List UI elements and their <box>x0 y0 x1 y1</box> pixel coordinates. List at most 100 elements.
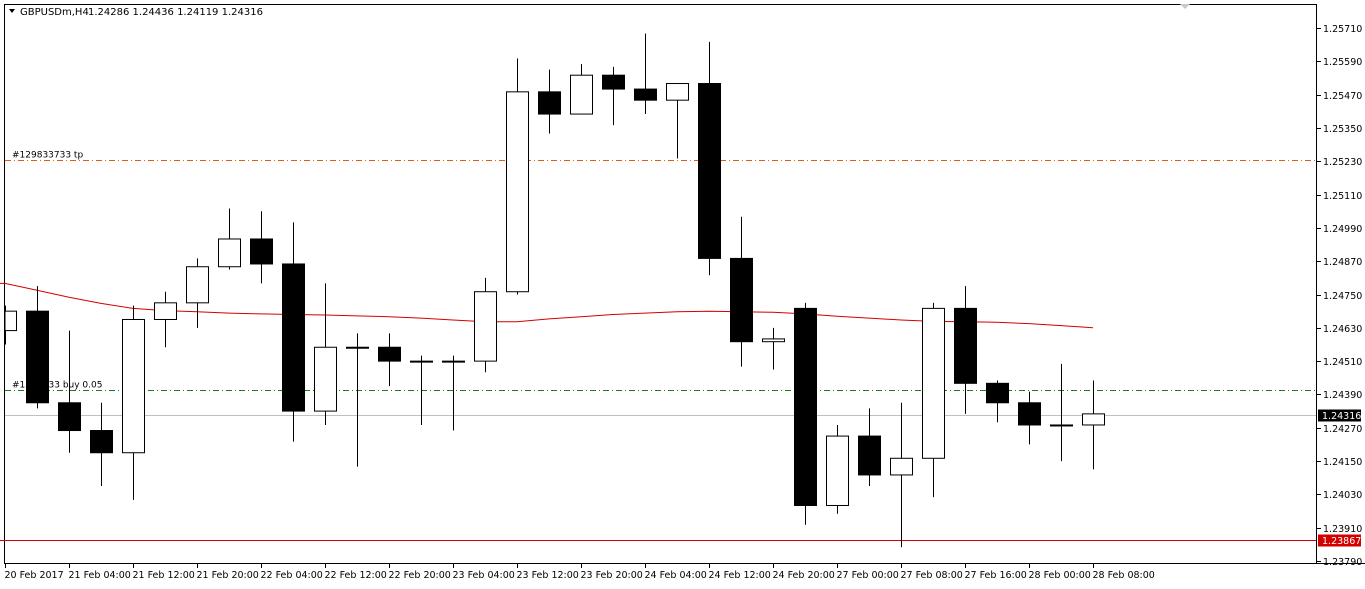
candle <box>666 83 689 159</box>
candle <box>4 305 17 345</box>
candle-body-bullish <box>218 238 241 268</box>
candle-body-bullish <box>922 307 945 459</box>
candle-body-bearish <box>282 263 305 412</box>
candle <box>442 355 465 431</box>
candle <box>314 283 337 425</box>
price-tick-label: 1.24510 <box>1323 357 1362 368</box>
price-tick-label: 1.25230 <box>1323 157 1362 168</box>
price-tick-label: 1.25710 <box>1323 24 1362 35</box>
candle-body-bearish <box>858 435 881 476</box>
chart-frame <box>4 4 1317 564</box>
candle-body-bearish <box>954 307 977 384</box>
candle <box>410 355 433 425</box>
time-tick-label: 23 Feb 20:00 <box>581 570 643 581</box>
candle <box>570 64 593 115</box>
candle-body-bullish <box>762 338 785 343</box>
candle <box>506 58 529 295</box>
candle-body-bearish <box>794 307 817 506</box>
candle-body-bullish <box>1050 424 1073 427</box>
candles-layer <box>4 33 1105 548</box>
time-tick-label: 20 Feb 2017 <box>5 570 64 581</box>
time-tick-label: 24 Feb 04:00 <box>645 570 707 581</box>
candle <box>186 258 209 328</box>
candle-body-bullish <box>186 266 209 304</box>
candle-body-bearish <box>634 88 657 101</box>
candle <box>154 291 177 348</box>
bid-price-marker <box>1318 409 1361 422</box>
time-tick-label: 22 Feb 20:00 <box>389 570 451 581</box>
candle-body-bearish <box>1018 402 1041 426</box>
candle <box>122 305 145 500</box>
candle <box>762 327 785 370</box>
shift-marker-icon[interactable] <box>1180 4 1190 9</box>
candle <box>730 216 753 367</box>
candle-body-bullish <box>314 346 337 412</box>
price-tick-label: 1.23910 <box>1323 524 1362 535</box>
candle-body-bullish <box>4 310 17 332</box>
candle-body-bearish <box>538 91 561 115</box>
price-tick-label: 1.25350 <box>1323 124 1362 135</box>
time-tick-label: 23 Feb 12:00 <box>517 570 579 581</box>
candle-body-bullish <box>474 291 497 362</box>
candle <box>282 222 305 442</box>
time-tick-label: 27 Feb 08:00 <box>901 570 963 581</box>
candle <box>986 380 1009 423</box>
price-tick-label: 1.24750 <box>1323 291 1362 302</box>
price-tick-label: 1.24870 <box>1323 257 1362 268</box>
collapse-triangle-icon[interactable] <box>9 9 15 13</box>
time-tick-label: 23 Feb 04:00 <box>453 570 515 581</box>
price-tick-label: 1.24630 <box>1323 324 1362 335</box>
candle-body-bullish <box>506 91 529 293</box>
candle-body-bullish <box>122 318 145 454</box>
symbol-label: GBPUSDm,H4 <box>20 7 89 18</box>
candle-body-bearish <box>58 402 81 432</box>
candle <box>474 277 497 373</box>
candle <box>58 330 81 453</box>
header: GBPUSDm,H4 1.24286 1.24436 1.24119 1.243… <box>9 7 263 18</box>
candle <box>698 41 721 276</box>
candle-body-bearish <box>378 346 401 362</box>
time-tick-label: 27 Feb 00:00 <box>837 570 899 581</box>
candle-body-bearish <box>730 257 753 343</box>
price-tick-label: 1.24030 <box>1323 490 1362 501</box>
candle-body-bearish <box>250 238 273 265</box>
price-tick-label: 1.24150 <box>1323 457 1362 468</box>
candle <box>922 302 945 498</box>
price-tick-label: 1.25470 <box>1323 91 1362 102</box>
candle <box>858 408 881 487</box>
time-tick-label: 21 Feb 20:00 <box>197 570 259 581</box>
candle <box>1050 363 1073 462</box>
candle-body-bullish <box>890 457 913 476</box>
candle <box>346 333 369 467</box>
time-tick-label: 28 Feb 08:00 <box>1093 570 1155 581</box>
candle <box>634 33 657 115</box>
candle <box>1082 380 1105 470</box>
candle-body-bullish <box>570 74 593 115</box>
time-axis: 20 Feb 2017 21 Feb 04:00 21 Feb 12:00 21 Fe… <box>5 563 1155 581</box>
price-tick-label: 1.24270 <box>1323 424 1362 435</box>
candle-body-bullish <box>826 435 849 506</box>
time-tick-label: 22 Feb 04:00 <box>261 570 323 581</box>
candle <box>602 66 625 126</box>
ohlc-text: 1.24286 1.24436 1.24119 1.24316 <box>88 7 263 18</box>
line-labels: #129833733 tp #12[?]733 buy 0.05 1.24316 1.… <box>12 151 1361 548</box>
price-tick-label: 1.24390 <box>1323 390 1362 401</box>
time-tick-label: 24 Feb 12:00 <box>709 570 771 581</box>
time-tick-label: 22 Feb 12:00 <box>325 570 387 581</box>
time-tick-label: 24 Feb 20:00 <box>773 570 835 581</box>
candle-body-bullish <box>154 302 177 320</box>
price-tick-label: 1.25590 <box>1323 57 1362 68</box>
candle <box>90 402 113 487</box>
candle <box>538 69 561 134</box>
candle-body-bullish <box>410 360 433 363</box>
price-axis: 1.25710 1.25590 1.25470 1.25350 1.25230 1.251… <box>1316 24 1362 568</box>
candle-body-bullish <box>346 346 369 349</box>
candle <box>794 302 817 525</box>
time-tick-label: 21 Feb 04:00 <box>69 570 131 581</box>
candle-body-bullish <box>1082 413 1105 426</box>
candle-body-bullish <box>666 83 689 101</box>
price-tick-label: 1.25110 <box>1323 191 1362 202</box>
candle-body-bearish <box>986 382 1009 404</box>
